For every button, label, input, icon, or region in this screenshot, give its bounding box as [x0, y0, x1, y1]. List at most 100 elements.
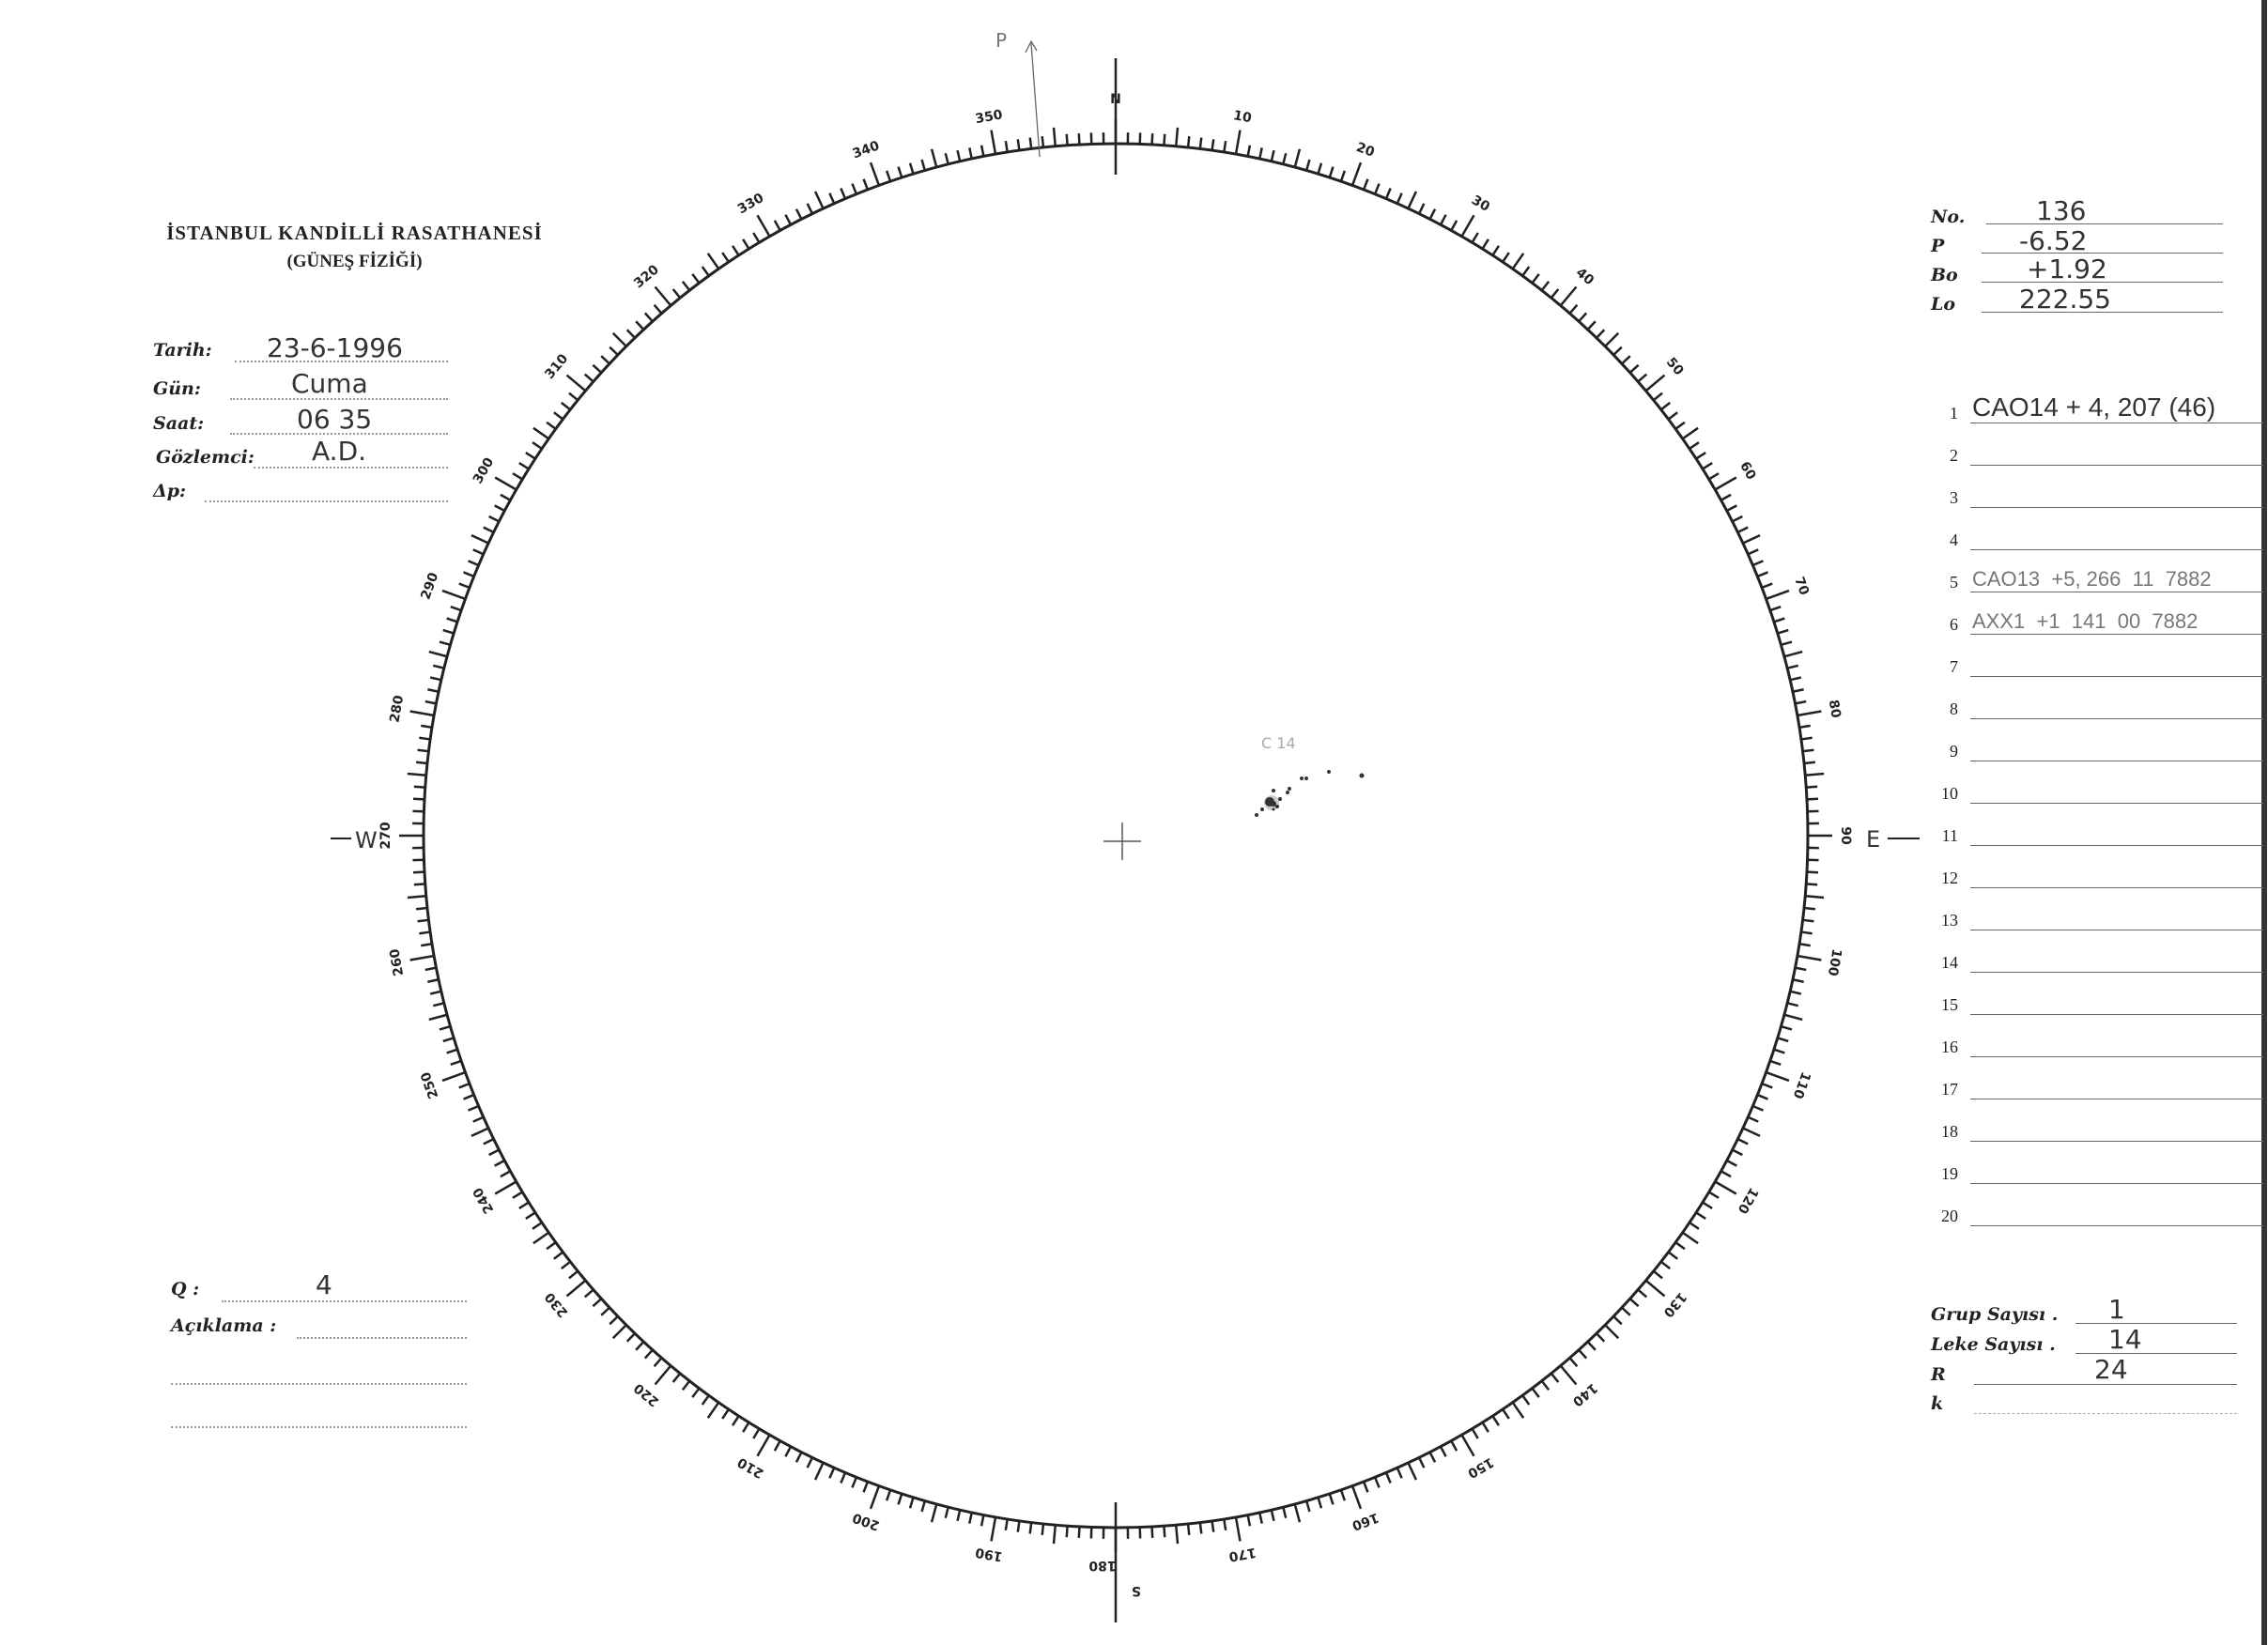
scale-tick	[1052, 1525, 1057, 1545]
no-value: 136	[2036, 195, 2087, 226]
scale-tick	[654, 285, 672, 307]
scale-tick	[968, 1512, 973, 1524]
scale-tick	[1714, 476, 1737, 491]
aciklama-field[interactable]	[297, 1337, 467, 1339]
group-row-line[interactable]	[1970, 845, 2263, 846]
scale-tick	[742, 238, 750, 250]
scale-tick	[512, 1191, 523, 1199]
scale-tick	[681, 1379, 691, 1391]
scale-tick	[500, 493, 512, 501]
scale-tick	[956, 149, 962, 162]
scale-tick	[1802, 918, 1814, 923]
scale-tick	[1806, 797, 1819, 801]
group-row-line[interactable]	[1970, 972, 2263, 973]
scale-tick	[525, 1211, 536, 1220]
scale-label: 70	[1791, 575, 1812, 597]
scale-tick	[407, 894, 426, 899]
group-row-line[interactable]	[1970, 634, 2263, 635]
scale-tick	[756, 1434, 771, 1457]
scale-tick	[446, 617, 458, 623]
group-row-line[interactable]	[1970, 507, 2263, 508]
east-label: E	[1866, 826, 1880, 853]
group-row-line[interactable]	[1970, 1225, 2263, 1226]
group-row-line[interactable]	[1970, 465, 2263, 466]
aciklama-line-3[interactable]	[171, 1426, 467, 1428]
scale-tick	[1637, 373, 1648, 383]
lo-field[interactable]	[1982, 312, 2223, 313]
group-row-line[interactable]	[1970, 1141, 2263, 1142]
scale-tick	[1350, 161, 1363, 186]
gozlemci-field[interactable]	[254, 467, 448, 469]
group-row-line[interactable]	[1970, 1183, 2263, 1184]
scale-tick	[1384, 188, 1392, 200]
scale-tick	[427, 978, 440, 983]
gun-field[interactable]	[230, 398, 448, 400]
scale-tick	[795, 208, 803, 220]
no-field[interactable]	[1986, 223, 2223, 224]
q-value: 4	[316, 1269, 332, 1300]
scale-tick	[1708, 1191, 1720, 1199]
group-row-line[interactable]	[1970, 803, 2263, 804]
scale-tick	[1806, 870, 1819, 874]
scale-tick	[1783, 1013, 1803, 1022]
scale-tick	[512, 472, 523, 481]
scale-tick	[1720, 1170, 1732, 1178]
scale-label: 50	[1663, 355, 1687, 378]
leke-sayisi-field[interactable]	[2075, 1353, 2237, 1354]
delta-p-field[interactable]	[205, 500, 448, 502]
scale-tick	[1621, 1306, 1631, 1316]
scale-label: 260	[387, 947, 407, 977]
scale-tick	[1258, 147, 1263, 160]
r-field[interactable]	[1974, 1384, 2237, 1385]
scale-tick	[869, 1485, 881, 1510]
tarih-field[interactable]	[235, 361, 448, 362]
grup-sayisi-field[interactable]	[2075, 1323, 2237, 1324]
scale-tick	[1674, 421, 1686, 430]
group-row-line[interactable]	[1970, 887, 2263, 888]
group-row-number: 10	[1941, 784, 1958, 803]
group-row-number: 19	[1941, 1164, 1958, 1183]
group-row-line[interactable]	[1970, 1056, 2263, 1057]
group-row-line[interactable]	[1970, 718, 2263, 719]
p-field[interactable]	[1982, 253, 2223, 254]
scale-tick	[643, 1348, 654, 1360]
scale-label: 20	[1354, 140, 1377, 161]
group-row-number: 4	[1950, 530, 1958, 549]
scale-tick	[446, 1048, 458, 1054]
sunspot	[1288, 787, 1291, 791]
group-row-line[interactable]	[1970, 676, 2263, 677]
scale-tick	[609, 1315, 619, 1326]
aciklama-line-2[interactable]	[171, 1383, 467, 1385]
q-field[interactable]	[222, 1300, 467, 1302]
institution-title: İSTANBUL KANDİLLİ RASATHANESİ	[166, 222, 543, 244]
scale-tick	[990, 1516, 997, 1542]
scale-tick	[908, 1497, 915, 1509]
scale-tick	[1460, 1434, 1475, 1457]
scale-tick	[415, 906, 428, 911]
scale-tick	[1596, 1332, 1606, 1343]
scale-tick	[532, 1222, 543, 1230]
scale-label: 200	[851, 1510, 882, 1533]
scale-tick	[1258, 1512, 1263, 1524]
group-row-line[interactable]	[1970, 549, 2263, 550]
scale-tick	[1568, 303, 1579, 315]
scale-label: 190	[974, 1545, 1004, 1564]
group-row-line[interactable]	[1970, 1014, 2263, 1015]
scale-tick	[1637, 1288, 1648, 1299]
scale-tick	[828, 1467, 836, 1479]
scale-tick	[1726, 504, 1737, 513]
scale-tick	[1450, 1439, 1458, 1452]
saat-field[interactable]	[230, 433, 448, 435]
scale-tick	[701, 266, 710, 277]
k-field[interactable]	[1974, 1413, 2237, 1414]
scale-tick	[1604, 1324, 1620, 1340]
bo-field[interactable]	[1982, 282, 2223, 283]
scale-labels: 10 20 30 40 50 60 70 80 90 100 110 120 130 140 150 160 1…	[378, 107, 1853, 1573]
group-row-text: AXX1 +1 141 00 7882	[1972, 609, 2199, 633]
group-row-number: 14	[1941, 953, 1958, 972]
scale-label: 150	[1465, 1454, 1497, 1482]
scale-tick	[1792, 978, 1804, 983]
scale-tick	[532, 441, 543, 450]
scale-tick	[1065, 133, 1069, 146]
scale-tick	[1174, 127, 1180, 146]
